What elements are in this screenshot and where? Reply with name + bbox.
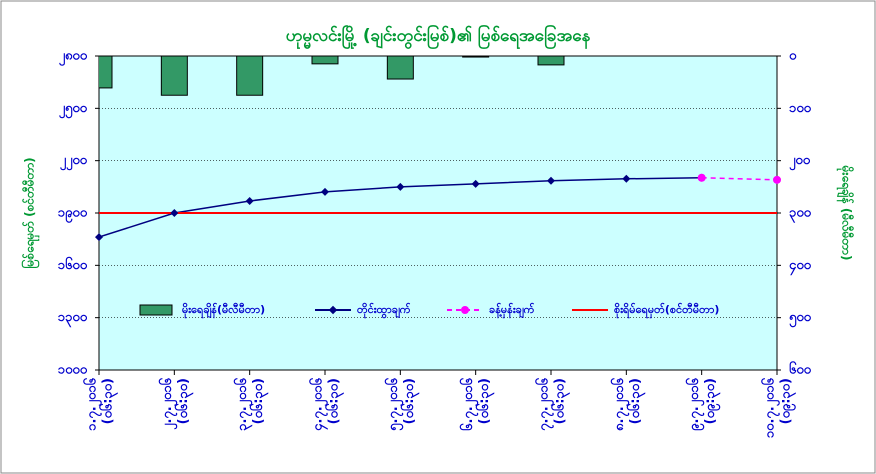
bar	[462, 56, 490, 58]
y-tick-label: ၁၉၀၀	[58, 206, 88, 224]
x-tick-time: (၀၆:၃၀)	[400, 378, 420, 424]
x-tick-label: ၁.၇.၂၀၁၆	[83, 377, 103, 431]
legend-label: တိုင်းထွာချက်	[357, 302, 411, 319]
x-tick-label: ၈.၇.၂၀၁၆	[610, 377, 630, 431]
x-tick-time: (၀၆:၃၀)	[99, 378, 119, 424]
x-tick-time: (၀၆:၃၀)	[475, 378, 495, 424]
legend-marker	[461, 306, 469, 314]
marker	[321, 187, 329, 196]
x-tick-label: ၇.၇.၂၀၁၆	[535, 377, 555, 431]
marker	[396, 182, 405, 191]
y2-tick-label: ၁၀၀	[789, 101, 812, 116]
legend-swatch	[139, 304, 173, 316]
y-tick-label: ၂၈၀၀	[59, 49, 88, 67]
y2-tick-label: ၆၀၀	[789, 361, 812, 378]
legend-label: စိုးရိမ်ရေမှတ်(စင်တီမီတာ)	[614, 302, 719, 319]
legend-label: မိုးရေချိန်(မီလီမီတာ)	[182, 302, 265, 319]
x-tick-time: (၀၆:၃၀)	[174, 378, 194, 424]
x-tick-label: ၁၀.၇.၂၀၁၆	[761, 377, 781, 438]
x-tick-time: (၀၆:၃၀)	[249, 378, 269, 424]
y2-tick-label: ၀	[789, 49, 797, 64]
y2-tick-label: ၃၀၀	[789, 206, 812, 224]
bar	[311, 56, 339, 65]
x-tick-time: (၀၆:၃၀)	[325, 378, 345, 424]
y-tick-label: ၁၀၀၀	[58, 363, 88, 378]
x-tick-time: (၀၉:၃၀)	[779, 378, 797, 424]
chart-title: ဟုမ္မလင်းမြို့ (ချင်းတွင်းမြစ်)၏ မြစ်ရေအ…	[286, 23, 591, 50]
marker	[622, 174, 631, 183]
x-tick-label: ၅.၇.၂၀၁၆	[384, 377, 404, 431]
y2-axis-title: မိုးရေချိန် (မီလီမီတာ)	[836, 165, 856, 261]
x-tick-label: ၆.၇.၂၀၁၆	[459, 377, 479, 431]
legend-marker	[328, 305, 338, 315]
y2-tick-label: ၄၀၀	[789, 258, 812, 276]
bar	[537, 56, 565, 66]
marker	[773, 175, 781, 184]
y-tick-label: ၁၆၀၀	[58, 256, 88, 273]
x-tick-label: ၄.၇.၂၀၁၆	[309, 377, 329, 431]
plot-layer	[99, 56, 777, 238]
marker	[547, 176, 555, 185]
y-tick-label: ၂၂၀၀	[60, 153, 88, 171]
marker	[95, 233, 103, 242]
x-tick-time: (၀၆:၃၀)	[551, 378, 571, 424]
x-tick-label: ၉.၇.၂၀၁၆	[685, 377, 705, 431]
x-tick-time: (၀၆:၃၀)	[626, 378, 646, 424]
x-tick-time: (၀၉:၃၀)	[703, 378, 721, 424]
y-axis-title: မြစ်ရေမှတ် (စင်တီမီတာ)	[20, 157, 41, 268]
bar	[160, 56, 188, 96]
legend-label: ခန့်မှန်းချက်	[489, 302, 535, 319]
marker	[170, 209, 179, 217]
y2-tick-label: ၂၀၀	[789, 153, 811, 171]
x-tick-label: ၂.၇.၂၀၁၆	[158, 377, 178, 430]
y-tick-label: ၂၅၀၀	[59, 101, 88, 119]
bar	[236, 56, 264, 96]
bar	[386, 56, 414, 80]
y2-tick-label: ၅၀၀	[789, 310, 812, 328]
y-tick-label: ၁၃၀၀	[58, 310, 88, 328]
marker	[697, 173, 706, 182]
bar	[99, 56, 113, 89]
x-tick-label: ၃.၇.၂၀၁၆	[233, 377, 253, 431]
marker	[245, 196, 254, 205]
line	[701, 177, 777, 181]
marker	[471, 179, 480, 188]
